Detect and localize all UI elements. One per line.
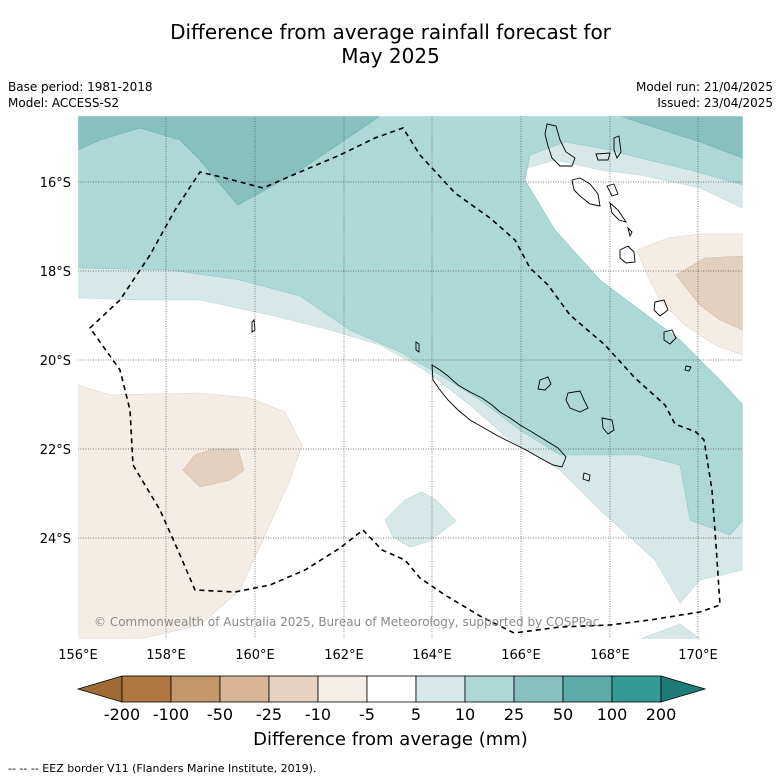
coastlines xyxy=(251,123,692,482)
colorbar: -200 -100 -50 -25 -10 -5 5 10 25 50 100 200 xyxy=(76,675,707,724)
colorbar-tick-label: -25 xyxy=(256,705,282,724)
eez-border xyxy=(88,127,721,634)
lon-label-166e: 166°E xyxy=(501,648,541,663)
lon-label-160e: 160°E xyxy=(235,648,275,663)
lat-label-24s: 24°S xyxy=(40,532,71,547)
model-run: Model run: 21/04/2025 xyxy=(635,80,773,94)
eez-footnote: -- -- -- EEZ border V11 (Flanders Marine… xyxy=(8,762,317,775)
lon-label-170e: 170°E xyxy=(678,648,718,663)
colorbar-swatch xyxy=(415,675,466,703)
lat-label-18s: 18°S xyxy=(40,265,71,280)
loyalty-islands-coast xyxy=(537,376,615,435)
lat-label-22s: 22°S xyxy=(40,443,71,458)
latitude-labels: 16°S 18°S 20°S 22°S 24°S xyxy=(40,176,71,547)
colorbar-swatch xyxy=(219,675,270,703)
colorbar-extension-low xyxy=(76,675,123,703)
small-islands xyxy=(251,319,420,353)
colorbar-swatch xyxy=(611,675,662,703)
colorbar-tick-label: 25 xyxy=(504,705,524,724)
rainfall-zone-minus10-minus5-sw xyxy=(78,384,303,639)
rainfall-zone-10-25 xyxy=(78,116,743,536)
meta-left: Base period: 1981-2018 Model: ACCESS-S2 xyxy=(8,79,153,111)
colorbar-swatch xyxy=(513,675,564,703)
colorbar-tick-label: -10 xyxy=(305,705,331,724)
rainfall-zone-25-50 xyxy=(78,116,381,206)
rainfall-zone-25-50-ne xyxy=(619,116,743,159)
colorbar-tick-label: 5 xyxy=(411,705,421,724)
vanuatu-coast-north xyxy=(544,123,622,167)
lon-label-162e: 162°E xyxy=(324,648,364,663)
vanuatu-coast-south xyxy=(619,245,692,372)
base-period: Base period: 1981-2018 xyxy=(8,80,153,94)
title-line-2: May 2025 xyxy=(341,44,440,68)
colorbar-tick-label: 10 xyxy=(455,705,475,724)
rainfall-zone-5-10-small xyxy=(384,491,457,548)
colorbar-tick-label: -50 xyxy=(207,705,233,724)
colorbar-swatch xyxy=(317,675,368,703)
issued-date: Issued: 23/04/2025 xyxy=(657,96,773,110)
colorbar-swatch xyxy=(562,675,613,703)
colorbar-tick-label: 100 xyxy=(597,705,628,724)
rainfall-map xyxy=(78,116,743,639)
colorbar-swatch xyxy=(366,675,417,703)
colorbar-swatch xyxy=(268,675,319,703)
colorbar-swatch xyxy=(170,675,221,703)
lat-label-20s: 20°S xyxy=(40,354,71,369)
map-title: Difference from average rainfall forecas… xyxy=(0,20,781,68)
colorbar-swatch xyxy=(121,675,172,703)
copyright-notice: © Commonwealth of Australia 2025, Bureau… xyxy=(94,615,599,629)
colorbar-swatch xyxy=(464,675,515,703)
map-frame xyxy=(77,115,744,640)
colorbar-tick-label: -100 xyxy=(153,705,189,724)
lon-label-168e: 168°E xyxy=(590,648,630,663)
title-line-1: Difference from average rainfall forecas… xyxy=(170,20,611,44)
lon-label-158e: 158°E xyxy=(146,648,186,663)
model-name: Model: ACCESS-S2 xyxy=(8,96,120,110)
isle-of-pines-coast xyxy=(582,472,591,482)
colorbar-title: Difference from average (mm) xyxy=(253,729,528,750)
colorbar-tick-label: -200 xyxy=(104,705,140,724)
colorbar-tick-label: 200 xyxy=(646,705,677,724)
lat-label-16s: 16°S xyxy=(40,176,71,191)
rainfall-zone-minus25-minus10-sw xyxy=(182,448,245,488)
lon-label-156e: 156°E xyxy=(58,648,98,663)
gridlines xyxy=(78,116,743,639)
vanuatu-coast-central xyxy=(571,177,633,238)
longitude-labels: 156°E 158°E 160°E 162°E 164°E 166°E 168°… xyxy=(58,648,718,663)
new-caledonia-coast xyxy=(431,364,567,468)
rainfall-zone-5-10-south xyxy=(639,623,701,639)
meta-right: Model run: 21/04/2025 Issued: 23/04/2025 xyxy=(636,79,773,111)
colorbar-extension-high xyxy=(660,675,707,703)
rainfall-zone-minus25-minus10-e xyxy=(675,255,743,331)
colorbar-tick-label: 50 xyxy=(553,705,573,724)
lon-label-164e: 164°E xyxy=(412,648,452,663)
colorbar-tick-label: -5 xyxy=(359,705,375,724)
